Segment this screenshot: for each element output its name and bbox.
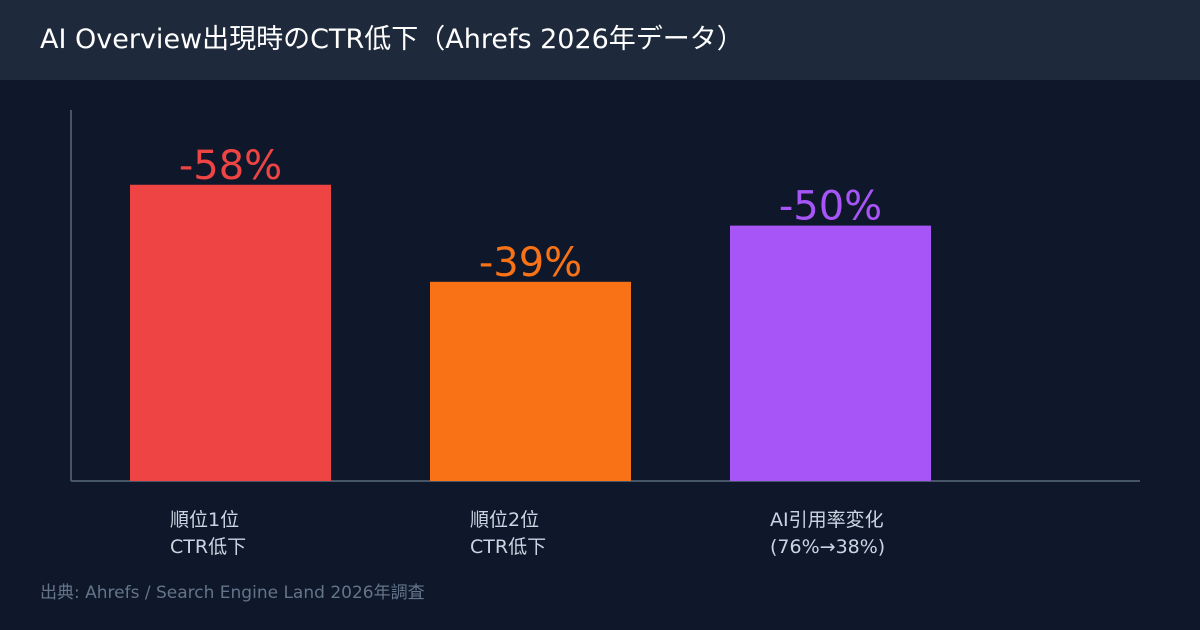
data-label-2: -39% xyxy=(479,240,582,286)
category-label-2-line-1: 順位2位 xyxy=(470,509,539,531)
category-label-3-line-1: AI引用率変化 xyxy=(770,509,884,531)
category-label-1-line-1: 順位1位 xyxy=(170,509,239,531)
category-label-1-line-2: CTR低下 xyxy=(170,536,246,558)
data-label-3: -50% xyxy=(779,184,882,230)
source-note: 出典: Ahrefs / Search Engine Land 2026年調査 xyxy=(40,583,425,603)
bar-1 xyxy=(130,184,331,481)
data-label-1: -58% xyxy=(179,143,282,189)
category-label-2-line-2: CTR低下 xyxy=(470,536,546,558)
category-label-3-line-2: (76%→38%) xyxy=(770,536,885,558)
header-bar: AI Overview出現時のCTR低下（Ahrefs 2026年データ） xyxy=(0,0,1200,80)
bar-3 xyxy=(730,225,931,481)
bar-2 xyxy=(430,281,631,481)
chart-title: AI Overview出現時のCTR低下（Ahrefs 2026年データ） xyxy=(40,24,744,55)
